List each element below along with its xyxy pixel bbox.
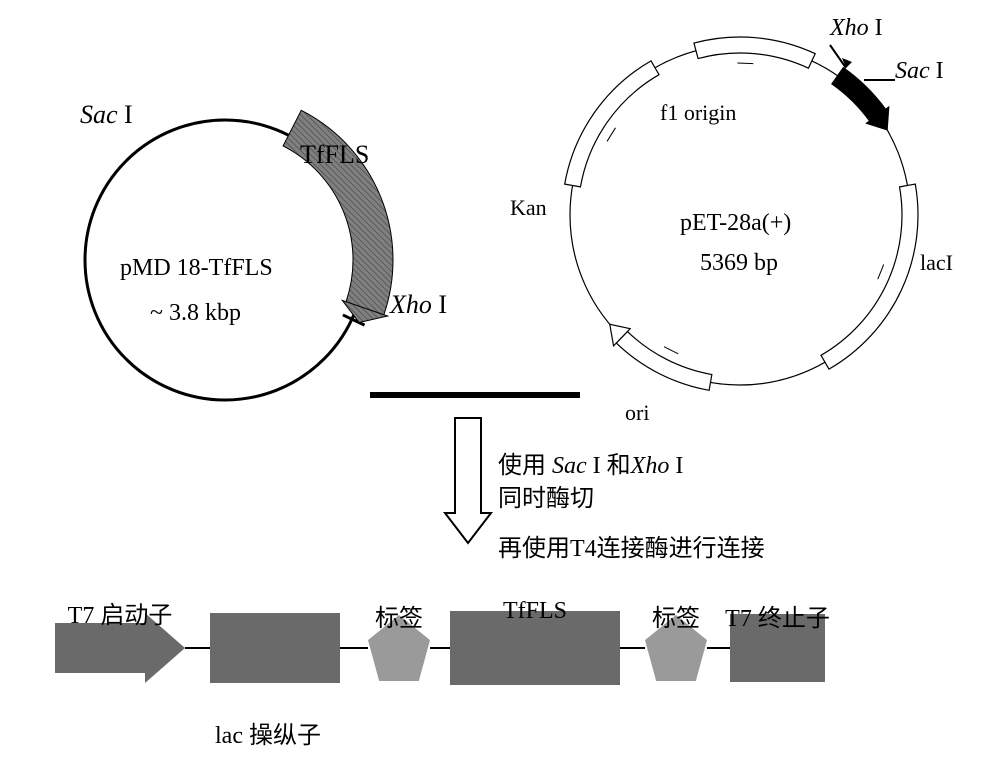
- f1-origin-label: f1 origin: [660, 100, 736, 126]
- t7-promoter-label: T7 启动子: [68, 595, 173, 630]
- lac-operator-label: lac 操纵子: [215, 715, 321, 750]
- tag1-label: 标签: [375, 598, 423, 633]
- tffls-label: TfFLS: [503, 598, 567, 625]
- step1b-label: 同时酶切: [498, 478, 594, 513]
- right-sac-label: Sac I: [895, 58, 944, 85]
- right-xho-label: Xho I: [830, 15, 883, 42]
- right-center1-label: pET-28a(+): [680, 210, 791, 237]
- step2-label: 再使用T4连接酶进行连接: [498, 528, 765, 563]
- left-sac-label: Sac I: [80, 100, 133, 130]
- tag2-label: 标签: [652, 598, 700, 633]
- diagram-canvas: Sac I TfFLS Xho I pMD 18-TfFLS ~ 3.8 kbp…: [0, 0, 1000, 760]
- step1a-label: 使用 Sac I 和Xho I: [498, 445, 683, 480]
- left-insert-label: TfFLS: [300, 140, 369, 170]
- right-center2-label: 5369 bp: [700, 250, 778, 277]
- ori-label: ori: [625, 400, 649, 426]
- left-center2-label: ~ 3.8 kbp: [150, 300, 241, 327]
- t7-terminator-label: T7 终止子: [725, 598, 830, 633]
- left-xho-label: Xho I: [390, 290, 447, 320]
- svg-layer: [0, 0, 1000, 760]
- kan-label: Kan: [510, 195, 547, 221]
- lacI-label: lacI: [920, 250, 953, 276]
- left-center1-label: pMD 18-TfFLS: [120, 255, 273, 282]
